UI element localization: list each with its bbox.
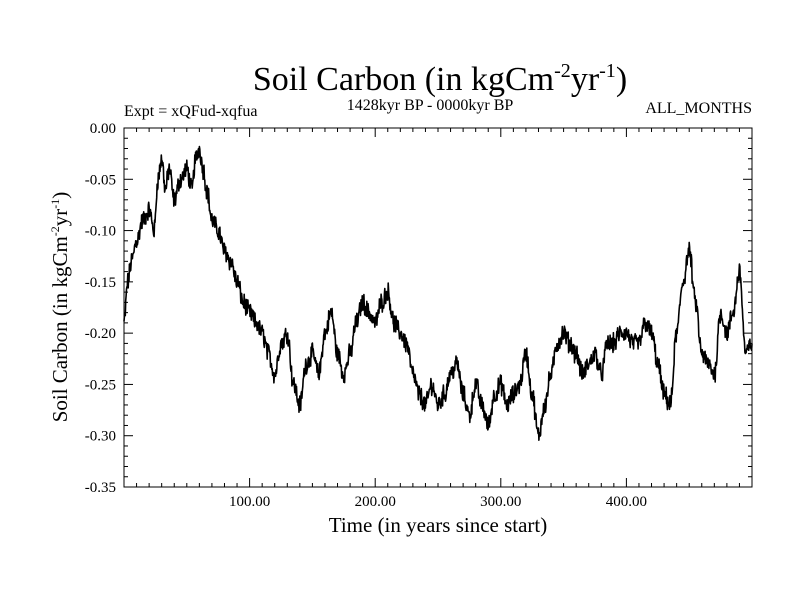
- subtitle-experiment: Expt = xQFud-xqfua: [124, 103, 257, 120]
- y-axis-label-end: ): [48, 192, 72, 199]
- chart-title-end: ): [616, 61, 627, 98]
- x-tick-label: 400.00: [606, 494, 647, 510]
- chart-title-sup2: -1: [599, 60, 616, 82]
- x-tick-label: 300.00: [480, 494, 521, 510]
- y-tick-label: -0.05: [85, 172, 116, 188]
- y-tick-label: -0.30: [85, 429, 116, 445]
- y-tick-label: -0.35: [85, 480, 116, 496]
- y-axis-label-sup1: -2: [48, 226, 62, 236]
- chart-title-mid: yr: [571, 61, 600, 98]
- y-axis-label-sup2: -1: [48, 199, 62, 209]
- subtitle-period: 1428kyr BP - 0000kyr BP: [347, 97, 514, 114]
- x-tick-label: 200.00: [355, 494, 396, 510]
- y-tick-label: -0.25: [85, 377, 116, 393]
- series-line: [123, 145, 753, 441]
- x-axis-ticks: 100.00 200.00 300.00 400.00: [136, 128, 740, 510]
- chart-title-sup1: -2: [554, 60, 571, 82]
- subtitle-months: ALL_MONTHS: [645, 100, 752, 117]
- y-tick-label: -0.15: [85, 275, 116, 291]
- x-axis-label: Time (in years since start): [329, 513, 548, 537]
- y-tick-label: 0.00: [90, 121, 116, 137]
- y-tick-label: -0.10: [85, 224, 116, 240]
- chart-title: Soil Carbon (in kgCm-2yr-1): [253, 60, 627, 98]
- y-axis-ticks: 0.00 -0.05 -0.10 -0.15 -0.20 -0.25 -0.30 -0.35: [85, 121, 752, 496]
- y-axis-label-mid: yr: [48, 209, 72, 227]
- y-tick-label: -0.20: [85, 326, 116, 342]
- y-axis-label: Soil Carbon (in kgCm-2yr-1): [48, 192, 72, 423]
- x-tick-label: 100.00: [229, 494, 270, 510]
- chart-title-main: Soil Carbon (in kgCm: [253, 61, 554, 98]
- plot-area-frame: [123, 127, 753, 488]
- y-axis-label-main: Soil Carbon (in kgCm: [48, 236, 72, 422]
- series-layer: [123, 145, 753, 441]
